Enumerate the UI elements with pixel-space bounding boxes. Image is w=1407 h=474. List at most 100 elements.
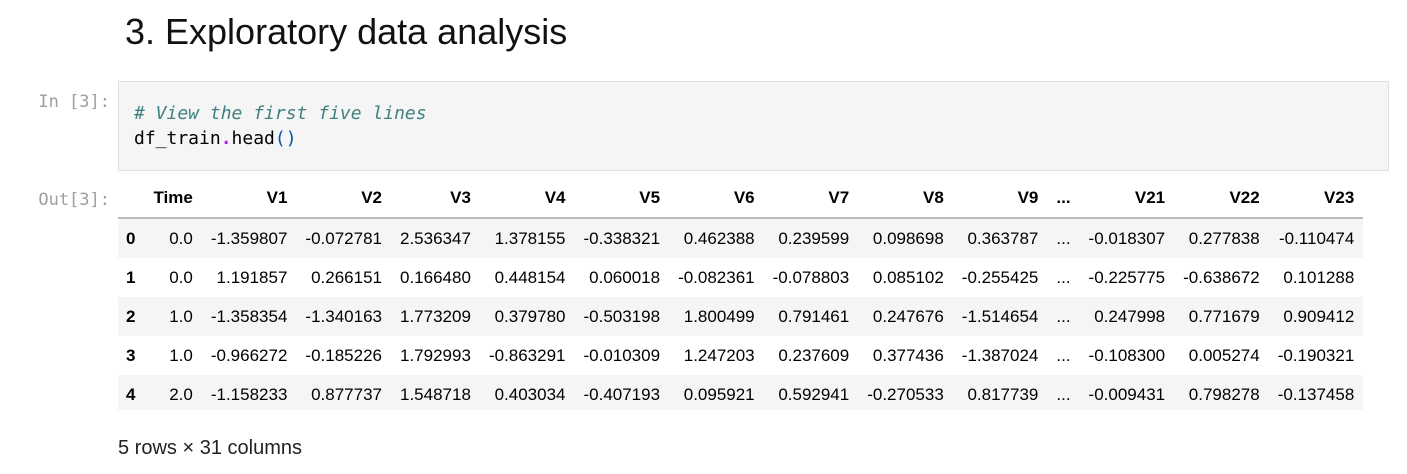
table-cell: -1.387024 — [961, 345, 1039, 365]
table-cell: -0.407193 — [583, 384, 661, 404]
table-cell: 0.237609 — [778, 345, 850, 365]
column-header: V2 — [296, 178, 391, 219]
table-cell: -1.359807 — [210, 228, 288, 248]
section-heading: 3. Exploratory data analysis — [125, 11, 568, 52]
table-cell: 1.0 — [169, 345, 193, 365]
table-cell: -0.108300 — [1088, 345, 1166, 365]
table-cell: 1.378155 — [494, 228, 566, 248]
table-cell: -0.078803 — [772, 267, 850, 287]
table-cell: 0.462388 — [683, 228, 755, 248]
column-header: V8 — [858, 178, 953, 219]
table-cell: -1.340163 — [305, 306, 382, 326]
column-header: Time — [144, 178, 202, 219]
row-index: 0 — [126, 228, 136, 248]
table-cell: 0.798278 — [1188, 384, 1260, 404]
table-cell: 0.403034 — [494, 384, 566, 404]
table-cell: 1.548718 — [400, 384, 471, 404]
code-parens: () — [274, 128, 297, 149]
table-cell: 1.191857 — [216, 267, 288, 287]
column-header: V1 — [201, 178, 297, 219]
column-header: V6 — [669, 178, 764, 219]
column-header-ellipsis: ... — [1047, 178, 1080, 219]
table-cell: 2.536347 — [400, 228, 471, 248]
table-cell: -0.255425 — [961, 267, 1039, 287]
input-prompt: In [3]: — [38, 92, 110, 112]
code-line: df_train.head() — [134, 126, 1388, 151]
row-index: 1 — [126, 267, 136, 287]
table-cell: 0.771679 — [1188, 306, 1260, 326]
dataframe-table: Time V1 V2 V3 V4 V5 V6 V7 V8 V9... V21 V22 V23 0 0.0-… — [118, 178, 1364, 410]
table-cell: -0.225775 — [1088, 267, 1166, 287]
table-cell: -0.137458 — [1277, 384, 1355, 404]
code-comment: # View the first five lines — [134, 103, 427, 124]
table-cell: -1.158233 — [210, 384, 288, 404]
table-cell: -0.110474 — [1278, 228, 1355, 248]
table-cell: 1.800499 — [683, 306, 755, 326]
table-cell: 0.0 — [169, 267, 193, 287]
row-index: 2 — [126, 306, 136, 326]
table-cell-ellipsis: ... — [1056, 228, 1071, 248]
code-cell-editor[interactable]: # View the first five lines df_train.hea… — [118, 81, 1389, 171]
table-cell: 0.377436 — [872, 345, 944, 365]
table-row: 0 0.0 -1.359807 -0.072781 2.536347 1.378155 -0… — [118, 218, 1364, 258]
table-cell: 0.817739 — [967, 384, 1039, 404]
table-cell: 0.363787 — [967, 228, 1039, 248]
table-cell: -0.018307 — [1088, 228, 1166, 248]
table-cell: -0.072781 — [305, 228, 382, 248]
table-cell: 0.166480 — [400, 267, 471, 287]
code-object: df_train — [134, 128, 221, 149]
table-cell: 1.773209 — [400, 306, 471, 326]
table-cell: 0.0 — [169, 228, 193, 248]
table-cell: -0.503198 — [583, 306, 661, 326]
table-cell: -0.338321 — [583, 228, 661, 248]
table-cell: -0.009431 — [1088, 384, 1166, 404]
table-cell: 0.060018 — [589, 267, 661, 287]
table-cell: -0.270533 — [867, 384, 944, 404]
table-cell: -1.358354 — [210, 306, 288, 326]
table-cell: 0.085102 — [872, 267, 944, 287]
table-cell: 0.266151 — [311, 267, 382, 287]
table-cell-ellipsis: ... — [1056, 384, 1071, 404]
table-cell: 1.247203 — [683, 345, 755, 365]
table-cell-ellipsis: ... — [1056, 267, 1071, 287]
table-cell-ellipsis: ... — [1056, 306, 1071, 326]
table-row: 2 1.0 -1.358354 -1.340163 1.773209 0.379780 -0… — [118, 297, 1364, 336]
table-cell: 0.909412 — [1283, 306, 1355, 326]
index-header — [118, 178, 145, 219]
table-body: 0 0.0 -1.359807 -0.072781 2.536347 1.378155 -0… — [118, 218, 1364, 410]
column-header: V7 — [763, 178, 859, 219]
table-cell: 2.0 — [169, 384, 193, 404]
table-cell: 0.448154 — [494, 267, 566, 287]
table-header-row: Time V1 V2 V3 V4 V5 V6 V7 V8 V9... V21 V22 V23 — [118, 178, 1364, 219]
table-cell: 0.101288 — [1283, 267, 1355, 287]
table-cell: 0.098698 — [872, 228, 944, 248]
table-cell: 1.0 — [169, 306, 193, 326]
table-row: 4 2.0 -1.158233 0.877737 1.548718 0.403034 -0.… — [118, 375, 1364, 410]
table-cell: 0.277838 — [1188, 228, 1260, 248]
table-cell: 0.239599 — [778, 228, 850, 248]
table-cell: 0.005274 — [1188, 345, 1260, 365]
table-cell: 0.247998 — [1094, 306, 1166, 326]
row-index: 3 — [126, 345, 136, 365]
table-cell: 0.877737 — [311, 384, 382, 404]
table-cell: -0.863291 — [488, 345, 566, 365]
table-cell: -0.082361 — [678, 267, 755, 287]
table-row: 1 0.0 1.191857 0.266151 0.166480 0.448154 0.06… — [118, 258, 1364, 297]
column-header: V22 — [1174, 178, 1269, 219]
code-dot-operator: . — [220, 128, 232, 149]
table-cell: 0.247676 — [872, 306, 944, 326]
dataframe-output[interactable]: Time V1 V2 V3 V4 V5 V6 V7 V8 V9... V21 V22 V23 0 0.0-… — [118, 178, 1390, 410]
column-header: V4 — [479, 178, 575, 219]
code-method: head — [231, 128, 275, 149]
table-cell: -0.638672 — [1183, 267, 1260, 287]
table-cell: 0.379780 — [494, 306, 566, 326]
table-cell: -0.010309 — [583, 345, 661, 365]
table-cell: -0.966272 — [210, 345, 288, 365]
table-cell: 1.792993 — [400, 345, 471, 365]
table-cell: 0.592941 — [778, 384, 850, 404]
table-cell-ellipsis: ... — [1056, 345, 1071, 365]
table-cell: 0.095921 — [683, 384, 755, 404]
table-cell: 0.791461 — [778, 306, 850, 326]
dataframe-shape-note: 5 rows × 31 columns — [118, 437, 302, 459]
column-header: V21 — [1079, 178, 1175, 219]
